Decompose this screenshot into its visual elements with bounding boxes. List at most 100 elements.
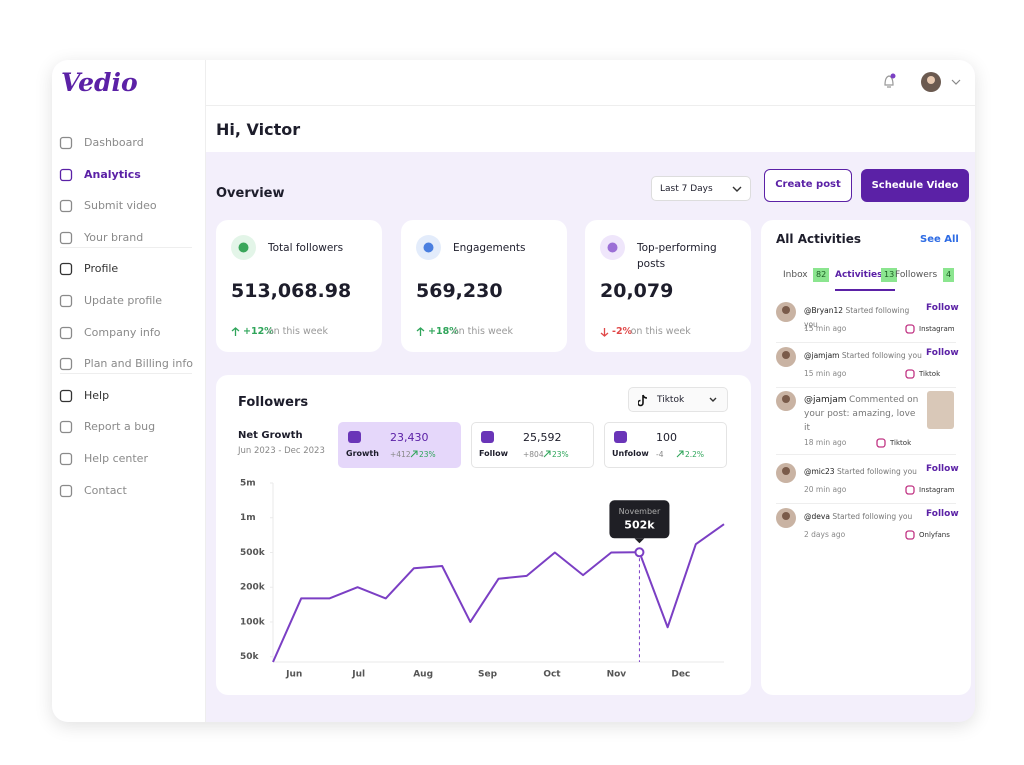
nav-item[interactable]: Help center xyxy=(84,452,148,465)
chevron xyxy=(732,186,742,192)
activity-user: @Bryan12 xyxy=(804,306,844,315)
activity-text: @mic23 Started following you xyxy=(804,465,924,479)
follow-button[interactable]: Follow xyxy=(926,348,959,358)
nav-item[interactable]: Report a bug xyxy=(84,420,156,434)
activity-text: @deva Started following you xyxy=(804,510,924,524)
y-tick-label: 200k xyxy=(240,583,266,593)
greeting: Hi, Victor xyxy=(216,120,301,139)
activity-text: @Bryan12 Started following you xyxy=(804,304,924,332)
activity-user: @jamjam xyxy=(804,351,840,360)
nav-item[interactable]: Profile xyxy=(84,262,119,276)
metric-card[interactable] xyxy=(471,422,594,468)
activity-time: 20 min ago xyxy=(804,485,847,494)
nav-divider xyxy=(60,373,192,375)
x-tick-label: Aug xyxy=(413,670,433,680)
nav-item[interactable]: Dashboard xyxy=(84,136,144,149)
stat-value: 513,068.98 xyxy=(231,280,352,302)
stat-icon xyxy=(416,235,441,260)
activity-action: Commented on your post: amazing, love it xyxy=(804,395,919,433)
see-all-link[interactable]: See All xyxy=(920,234,959,245)
activity-platform: Instagram xyxy=(919,325,955,333)
date-filter-label: Last 7 Days xyxy=(660,184,713,194)
tab-badge: 13 xyxy=(881,268,898,282)
net-growth: Net Growth xyxy=(238,430,303,441)
metric-card[interactable] xyxy=(604,422,727,468)
metric-value: 23,430 xyxy=(390,431,429,444)
nav-item[interactable]: Analytics xyxy=(84,167,141,181)
follow-button[interactable]: Follow xyxy=(926,464,959,474)
tab[interactable]: Inbox xyxy=(783,270,808,280)
schedule-video-button[interactable]: Schedule Video xyxy=(861,169,969,202)
activity-time: 2 days ago xyxy=(804,530,846,539)
trend-arrow xyxy=(600,328,609,337)
nav-item[interactable]: Company info xyxy=(84,325,161,339)
nav-icon xyxy=(59,200,73,213)
create-post-button[interactable]: Create post xyxy=(764,169,852,202)
nav-icon xyxy=(59,294,73,308)
metric-delta: -4 xyxy=(656,450,664,459)
activity-platform: Tiktok xyxy=(890,439,912,447)
nav-icon xyxy=(59,136,73,150)
x-tick-label: Jul xyxy=(351,670,365,680)
y-tick-label: 50k xyxy=(240,652,260,662)
trend-arrow xyxy=(231,327,240,336)
follow-button[interactable]: Follow xyxy=(926,303,959,313)
y-tick-label: 100k xyxy=(240,617,266,627)
avatar xyxy=(776,391,796,411)
metric-icon xyxy=(614,431,627,443)
nav-icon xyxy=(59,452,73,466)
nav-item[interactable]: Plan and Billing info xyxy=(84,357,193,371)
follow-button[interactable]: Follow xyxy=(926,509,959,519)
metric-name: Growth xyxy=(346,449,379,458)
tab-badge: 4 xyxy=(943,268,955,282)
platform-icon xyxy=(905,485,915,495)
x-tick-label: Nov xyxy=(607,670,627,680)
nav-icon xyxy=(59,389,73,402)
tab[interactable]: Activities xyxy=(835,270,883,280)
activity-divider xyxy=(776,503,956,504)
nav-icon xyxy=(59,421,73,434)
metric-pct: 23% xyxy=(552,450,569,459)
stat-label: Total followers xyxy=(268,242,344,254)
post-thumbnail xyxy=(927,391,954,429)
metric-name: Unfolow xyxy=(612,449,649,458)
nav-item[interactable]: Your brand xyxy=(84,230,144,244)
tab[interactable]: Followers xyxy=(895,270,938,280)
date-filter[interactable]: Last 7 Days xyxy=(651,176,751,201)
header-icons xyxy=(884,72,961,92)
metric-name: Follow xyxy=(479,449,509,458)
metric-card[interactable] xyxy=(338,422,461,468)
metric-value: 25,592 xyxy=(523,431,562,444)
activity-platform: Tiktok xyxy=(919,370,941,378)
nav-icon xyxy=(59,231,73,244)
metric-pct: 2.2% xyxy=(685,450,705,459)
platform-icons xyxy=(638,394,717,407)
range: Jun 2023 - Dec 2023 xyxy=(238,446,325,456)
tooltip-value: 502k xyxy=(624,518,655,531)
nav-item[interactable]: Update profile xyxy=(84,294,163,307)
nav-item[interactable]: Contact xyxy=(84,483,127,497)
activity-user: @deva xyxy=(804,512,830,521)
platform-filter[interactable]: Tiktok xyxy=(628,387,728,412)
activity-divider xyxy=(776,342,956,343)
x-tick-label: Dec xyxy=(671,670,690,680)
metric-delta: +804 xyxy=(523,450,544,459)
platform-icon xyxy=(876,438,886,448)
stat-icon xyxy=(231,235,256,260)
avatar xyxy=(776,508,796,528)
top-bar xyxy=(206,60,975,106)
logo: Vedio xyxy=(61,68,138,97)
platform-icon xyxy=(905,369,915,379)
tab-badge: 82 xyxy=(813,268,830,282)
stat-value: 20,079 xyxy=(600,280,674,302)
highlight-point xyxy=(634,547,645,558)
sidebar xyxy=(52,60,206,722)
metric-icon xyxy=(348,431,361,443)
avatar xyxy=(776,463,796,483)
nav-divider xyxy=(60,246,192,248)
nav-item[interactable]: Submit video xyxy=(84,199,157,213)
metric-pct: 23% xyxy=(419,450,436,459)
nav-item[interactable]: Help xyxy=(84,388,110,402)
